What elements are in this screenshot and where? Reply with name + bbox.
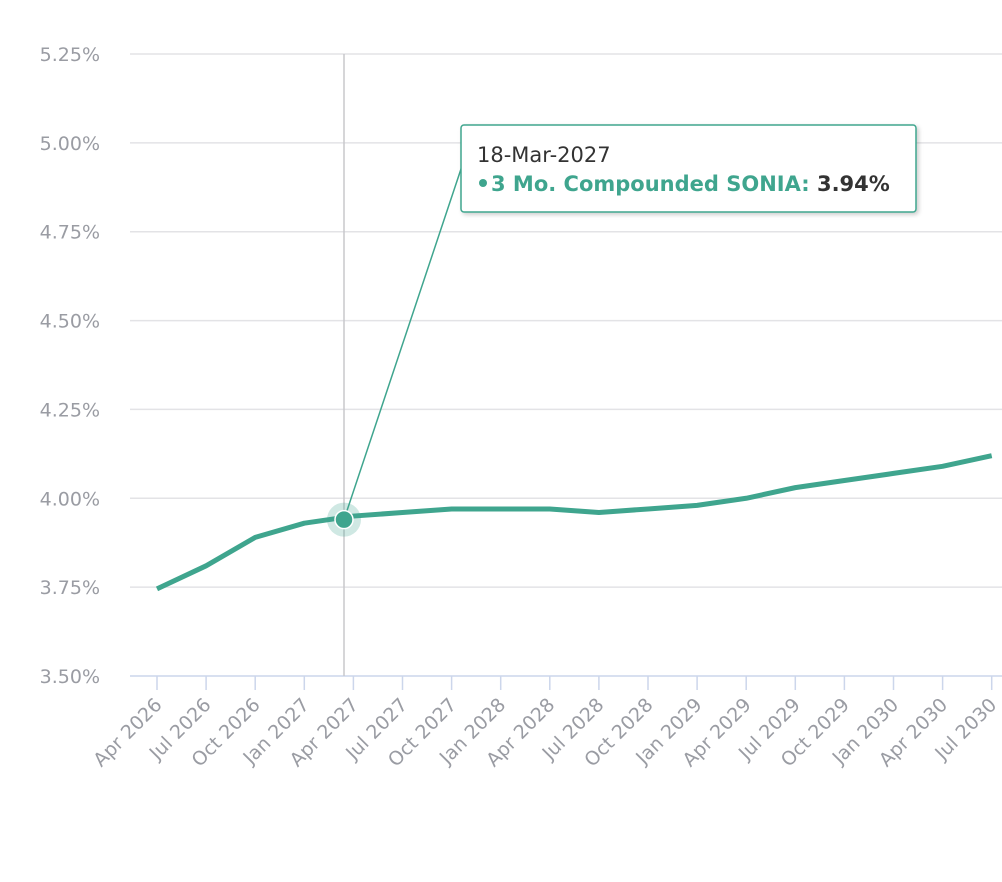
- tooltip-connector: [343, 165, 463, 520]
- y-tick-label: 3.75%: [40, 577, 100, 599]
- tooltip-separator: :: [801, 172, 817, 196]
- y-tick-label: 5.00%: [40, 133, 100, 155]
- tooltip-bullet: [479, 179, 487, 187]
- tooltip-series: 3 Mo. Compounded SONIA: 3.94%: [491, 172, 890, 196]
- tooltip: 18-Mar-2027 3 Mo. Compounded SONIA: 3.94%: [327, 124, 917, 537]
- y-tick-label: 5.25%: [40, 44, 100, 66]
- x-tick-label: Apr 2026: [89, 694, 166, 771]
- y-tick-label: 4.25%: [40, 399, 100, 421]
- y-tick-label: 3.50%: [40, 666, 100, 688]
- y-tick-label: 4.75%: [40, 222, 100, 244]
- y-tick-label: 4.50%: [40, 311, 100, 333]
- grid: 3.50% 3.75% 4.00% 4.25% 4.50% 4.75% 5.00% 5.25%: [40, 44, 1002, 688]
- y-tick-label: 4.00%: [40, 488, 100, 510]
- tooltip-series-name: 3 Mo. Compounded SONIA: [491, 172, 802, 196]
- tooltip-value: 3.94%: [817, 172, 890, 196]
- tooltip-date: 18-Mar-2027: [477, 143, 611, 167]
- series-line: [155, 453, 993, 592]
- tooltip-box: [460, 124, 917, 213]
- hover-marker: [334, 509, 354, 530]
- plot: [155, 54, 993, 676]
